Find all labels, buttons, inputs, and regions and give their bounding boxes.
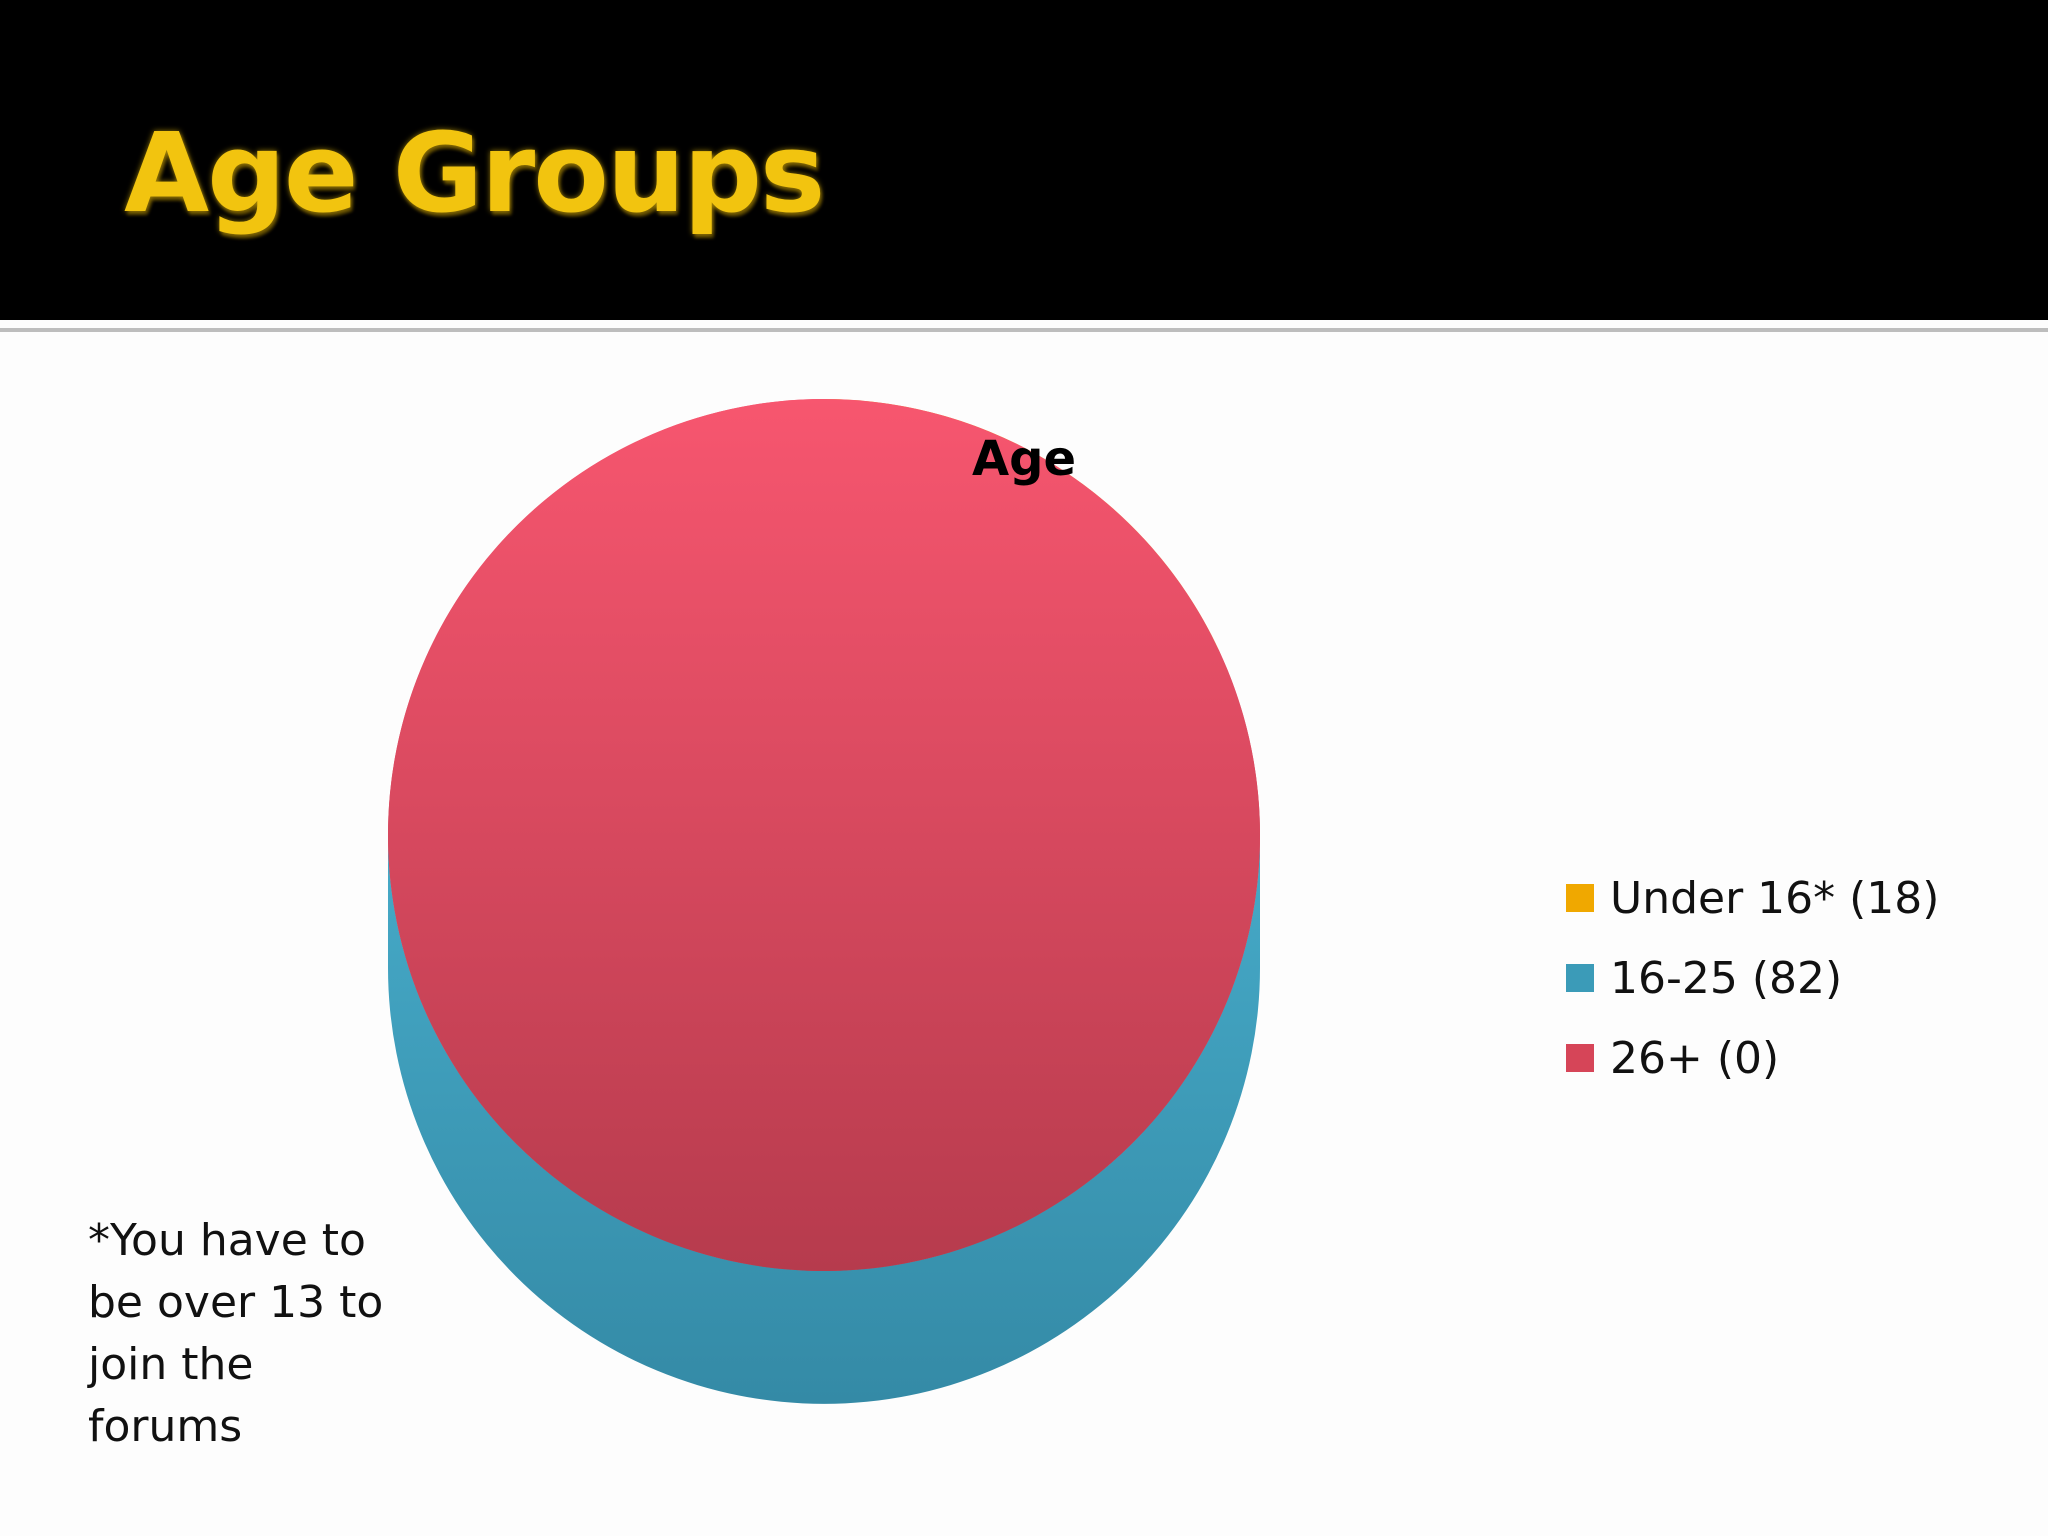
legend-swatch-under-16 [1566,884,1594,912]
legend-label: 26+ (0) [1610,1032,1780,1084]
legend-item: 16-25 (82) [1566,938,1939,1018]
pie-slices [387,399,1261,1271]
legend-item: 26+ (0) [1566,1018,1939,1098]
slide-title: Age Groups [124,109,825,237]
legend-swatch-16-25 [1566,964,1594,992]
title-divider [0,328,2048,332]
title-bar: Age Groups [0,0,2048,320]
pie-side-wall [388,835,1260,1404]
legend-label: Under 16* (18) [1610,872,1940,924]
chart-title: Age [972,431,1076,487]
pie-side [388,835,1260,1404]
legend-swatch-26-plus [1566,1044,1594,1072]
footnote: *You have to be over 13 to join the foru… [88,1215,384,1452]
chart-legend: Under 16* (18) 16-25 (82) 26+ (0) [1566,858,1939,1098]
legend-item: Under 16* (18) [1566,858,1939,938]
legend-label: 16-25 (82) [1610,952,1843,1004]
pie-top-face [388,399,1260,1271]
